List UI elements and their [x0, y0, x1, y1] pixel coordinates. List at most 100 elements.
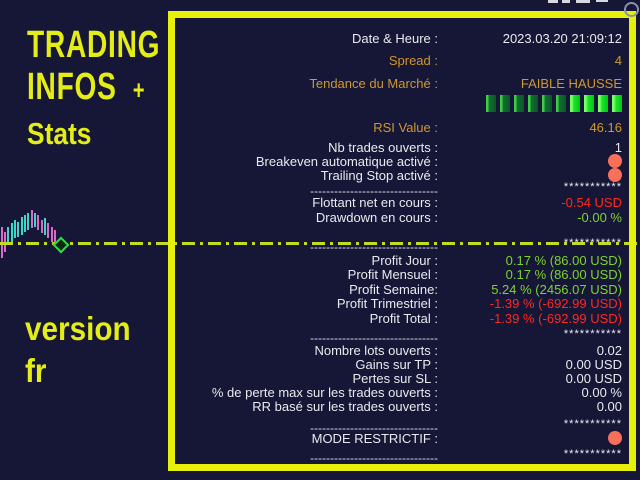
trailing-stop-status-dot	[608, 168, 622, 182]
row-tendance-marche: Tendance du Marché : FAIBLE HAUSSE	[175, 76, 629, 91]
clipped-text-fragment	[576, 0, 590, 3]
tendance-marche-label: Tendance du Marché :	[309, 76, 438, 91]
trend-segment-on	[598, 95, 608, 112]
spread-value: 4	[614, 53, 622, 68]
overlay-title-stats: Stats	[27, 116, 92, 151]
tendance-marche-value: FAIBLE HAUSSE	[520, 76, 622, 91]
row-rr-base: RR basé sur les trades ouverts : 0.00	[175, 399, 629, 414]
overlay-version-lang: fr	[25, 352, 47, 389]
status-circle-icon[interactable]	[624, 2, 639, 17]
row-sep-5: -------------------------------- ********…	[175, 447, 629, 465]
perte-max-value: 0.00 %	[581, 385, 622, 400]
row-sep-2: -------------------------------- ********…	[175, 236, 629, 254]
separator-dashes: --------------------------------	[310, 184, 438, 198]
clipped-text-fragment	[548, 0, 558, 3]
date-heure-value: 2023.03.20 21:09:12	[502, 31, 622, 46]
mode-restrictif-label: MODE RESTRICTIF :	[311, 431, 438, 446]
profit-total-label: Profit Total :	[369, 311, 438, 326]
nombre-lots-label: Nombre lots ouverts :	[314, 343, 438, 358]
row-sep-3: -------------------------------- ********…	[175, 327, 629, 345]
rsi-value-value: 46.16	[589, 120, 622, 135]
trend-segment-dim	[486, 95, 496, 112]
trend-dashdot-line	[0, 242, 640, 245]
spread-label: Spread :	[388, 53, 438, 68]
price-bar	[17, 222, 19, 237]
price-bar	[27, 213, 29, 230]
asterisks-mask: ***********	[563, 418, 622, 430]
row-trend-gauge	[175, 95, 629, 112]
price-bar	[51, 227, 53, 242]
trend-segment-dim	[500, 95, 510, 112]
price-bar	[21, 217, 23, 235]
price-bar	[7, 227, 9, 243]
row-profit-total: Profit Total : -1.39 % (-692.99 USD)	[175, 311, 629, 326]
profit-mensuel-value: 0.17 % (86.00 USD)	[505, 267, 622, 282]
row-gains-tp: Gains sur TP : 0.00 USD	[175, 357, 629, 372]
drawdown-value: -0.00 %	[577, 210, 622, 225]
row-date-heure: Date & Heure : 2023.03.20 21:09:12	[175, 31, 629, 46]
trend-segment-dim	[514, 95, 524, 112]
breakeven-auto-status-dot	[608, 154, 622, 168]
rr-base-value: 0.00	[596, 399, 622, 414]
profit-jour-value: 0.17 % (86.00 USD)	[505, 253, 622, 268]
date-heure-label: Date & Heure :	[352, 31, 438, 46]
row-profit-semaine: Profit Semaine: 5.24 % (2456.07 USD)	[175, 282, 629, 297]
profit-trimestriel-value: -1.39 % (-692.99 USD)	[489, 296, 622, 311]
price-bar	[54, 230, 56, 245]
mode-restrictif-status-dot	[608, 431, 622, 445]
price-bar	[44, 218, 46, 235]
price-bar	[11, 223, 13, 242]
row-nb-trades-ouverts: Nb trades ouverts : 1	[175, 140, 629, 155]
price-bar	[34, 213, 36, 227]
row-sep-4: -------------------------------- ********…	[175, 417, 629, 435]
trend-segment-on	[570, 95, 580, 112]
nb-trades-ouverts-value: 1	[614, 140, 622, 155]
row-perte-max: % de perte max sur les trades ouverts : 0…	[175, 385, 629, 400]
trend-segment-on	[584, 95, 594, 112]
row-spread: Spread : 4	[175, 53, 629, 68]
separator-dashes: --------------------------------	[310, 240, 438, 254]
row-trailing-stop: Trailing Stop activé :	[175, 168, 629, 183]
flottant-net-value: -0.54 USD	[561, 195, 622, 210]
overlay-title-plus: +	[132, 75, 146, 105]
flottant-net-label: Flottant net en cours :	[312, 195, 438, 210]
overlay-version-word: version	[25, 310, 131, 347]
separator-dashes: --------------------------------	[310, 451, 438, 465]
profit-mensuel-label: Profit Mensuel :	[347, 267, 438, 282]
rsi-value-label: RSI Value :	[373, 120, 438, 135]
breakeven-auto-cell	[438, 154, 629, 169]
clipped-text-fragment	[596, 0, 608, 2]
row-profit-jour: Profit Jour : 0.17 % (86.00 USD)	[175, 253, 629, 268]
price-bar	[41, 220, 43, 233]
profit-semaine-label: Profit Semaine:	[349, 282, 438, 297]
asterisks-mask: ***********	[563, 328, 622, 340]
asterisks-mask: ***********	[563, 237, 622, 249]
row-pertes-sl: Pertes sur SL : 0.00 USD	[175, 371, 629, 386]
trend-segment-dim	[528, 95, 538, 112]
separator-dashes: --------------------------------	[310, 421, 438, 435]
profit-total-value: -1.39 % (-692.99 USD)	[489, 311, 622, 326]
trailing-stop-cell	[438, 168, 629, 183]
row-sep-1: -------------------------------- ********…	[175, 180, 629, 198]
trend-strength-gauge	[482, 95, 622, 112]
overlay-title-trading: TRADING	[27, 24, 161, 66]
asterisks-mask: ***********	[563, 448, 622, 460]
breakeven-auto-label: Breakeven automatique activé :	[255, 154, 438, 169]
separator-dashes: --------------------------------	[310, 331, 438, 345]
gauge-cell	[438, 95, 629, 112]
gains-tp-label: Gains sur TP :	[355, 357, 438, 372]
price-bar	[24, 215, 26, 232]
pertes-sl-label: Pertes sur SL :	[352, 371, 439, 386]
rr-base-label: RR basé sur les trades ouverts :	[252, 399, 438, 414]
profit-trimestriel-label: Profit Trimestriel :	[336, 296, 438, 311]
price-bar	[14, 220, 16, 238]
row-profit-trimestriel: Profit Trimestriel : -1.39 % (-692.99 USD…	[175, 296, 629, 311]
price-bar	[31, 210, 33, 228]
asterisks-mask: ***********	[563, 181, 622, 193]
overlay-title-infos-text: INFOS	[27, 66, 117, 108]
row-drawdown: Drawdown en cours : -0.00 %	[175, 210, 629, 225]
trading-info-panel: Date & Heure : 2023.03.20 21:09:12 Spread …	[168, 11, 636, 471]
price-bar	[47, 223, 49, 238]
row-rsi-value: RSI Value : 46.16	[175, 120, 629, 135]
row-profit-mensuel: Profit Mensuel : 0.17 % (86.00 USD)	[175, 267, 629, 282]
